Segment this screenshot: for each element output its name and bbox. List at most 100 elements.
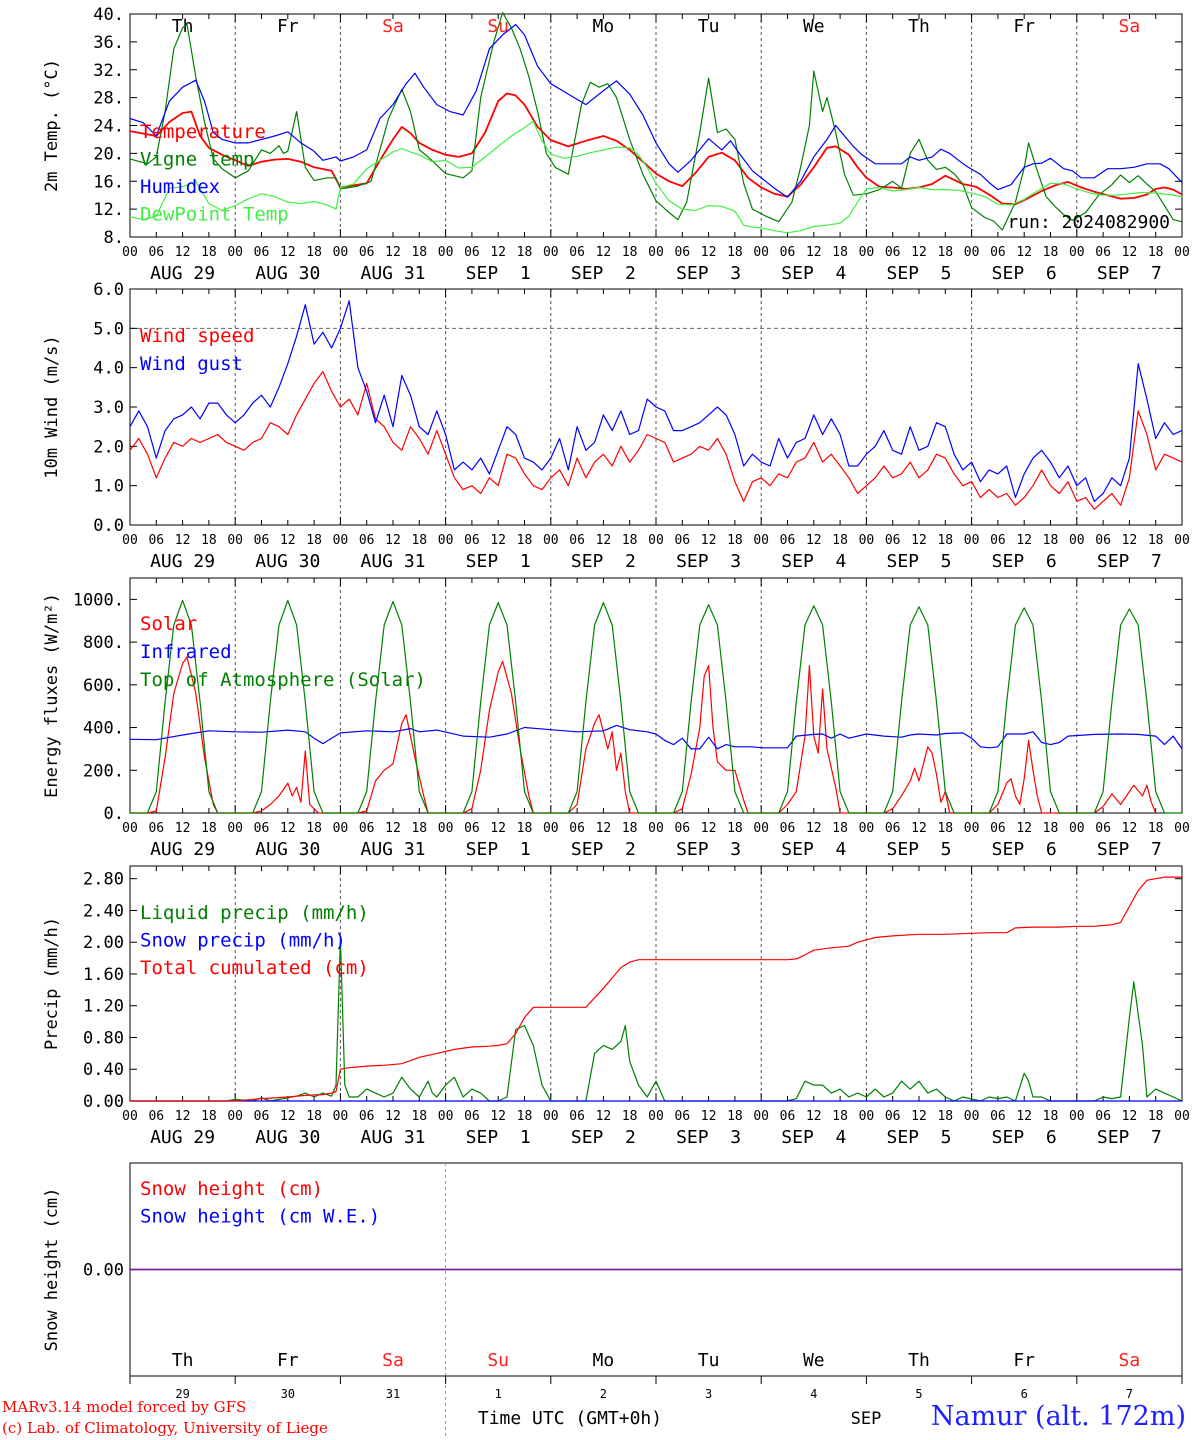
hour-tick-label: 06 xyxy=(780,245,796,260)
series-line-vigne-temp xyxy=(129,12,1183,231)
date-label: SEP 6 xyxy=(992,551,1057,572)
hour-tick-label: 00 xyxy=(438,1109,454,1124)
legend-entry: Infrared xyxy=(140,641,232,663)
weekday-label: Sa xyxy=(1119,16,1141,37)
hour-tick-label: 12 xyxy=(385,533,401,548)
series-line-dewpoint-temp xyxy=(129,120,1183,234)
hour-tick-label: 00 xyxy=(753,1109,769,1124)
hour-tick-label: 12 xyxy=(1122,1109,1138,1124)
hour-tick-label: 12 xyxy=(596,1109,612,1124)
y-tick-label: 2.40 xyxy=(83,901,124,921)
y-tick-label: 2.0 xyxy=(93,437,124,457)
hour-tick-label: 00 xyxy=(859,1109,875,1124)
hour-tick-label: 18 xyxy=(517,821,533,836)
y-tick-label: 0.0 xyxy=(93,516,124,536)
hour-tick-label: 12 xyxy=(806,533,822,548)
hour-tick-label: 18 xyxy=(411,533,427,548)
y-tick-label: 600. xyxy=(83,676,124,696)
legend-entry: Total cumulated (cm) xyxy=(140,957,369,979)
date-label: SEP 6 xyxy=(992,263,1057,284)
hour-tick-label: 06 xyxy=(674,245,690,260)
hour-tick-label: 18 xyxy=(937,245,953,260)
legend-entry: Wind speed xyxy=(140,325,254,347)
series-line-wind-gust xyxy=(129,300,1183,502)
hour-tick-label: 12 xyxy=(701,1109,717,1124)
time-axis-label: Time UTC (GMT+0h) xyxy=(478,1408,662,1429)
hour-tick-label: 18 xyxy=(622,821,638,836)
date-label: SEP 7 xyxy=(1097,839,1162,860)
date-label: SEP 7 xyxy=(1097,551,1162,572)
hour-tick-label: 06 xyxy=(780,1109,796,1124)
date-label: SEP 2 xyxy=(571,839,636,860)
hour-tick-label: 12 xyxy=(280,245,296,260)
hour-tick-label: 06 xyxy=(464,245,480,260)
panel-precipitation: 0.00 0.40 0.80 1.20 1.60 2.00 2.40 2.80 Precip (… xyxy=(42,865,1190,1148)
hour-tick-label: 18 xyxy=(832,1109,848,1124)
hour-tick-label: 00 xyxy=(227,821,243,836)
credit-line-2: (c) Lab. of Climatology, University of L… xyxy=(2,1419,328,1437)
hour-tick-label: 00 xyxy=(1069,533,1085,548)
hour-tick-label: 12 xyxy=(175,245,191,260)
date-label: SEP 5 xyxy=(886,263,951,284)
hour-tick-label: 06 xyxy=(148,821,164,836)
hour-tick-label: 06 xyxy=(674,821,690,836)
y-tick-label: 8. xyxy=(104,228,124,248)
hour-tick-label: 00 xyxy=(122,1109,138,1124)
hour-tick-label: 00 xyxy=(648,1109,664,1124)
hour-tick-label: 00 xyxy=(1069,1109,1085,1124)
y-tick-label: 6.0 xyxy=(93,280,124,300)
hour-tick-label: 00 xyxy=(648,245,664,260)
hour-tick-label: 12 xyxy=(1016,821,1032,836)
hour-tick-label: 06 xyxy=(464,533,480,548)
hour-tick-label: 00 xyxy=(333,1109,349,1124)
hour-tick-label: 06 xyxy=(674,1109,690,1124)
hour-tick-label: 12 xyxy=(385,245,401,260)
y-axis-label: Precip (mm/h) xyxy=(42,917,62,1050)
hour-tick-label: 00 xyxy=(1069,821,1085,836)
y-tick-label: 0.00 xyxy=(83,1092,124,1112)
weekday-label: We xyxy=(803,16,825,37)
weekday-label: Fr xyxy=(277,16,299,37)
hour-tick-label: 00 xyxy=(543,821,559,836)
hour-tick-label: 06 xyxy=(569,821,585,836)
hour-tick-label: 12 xyxy=(1016,1109,1032,1124)
hour-tick-label: 00 xyxy=(648,821,664,836)
y-axis-label: Energy fluxes (W/m²) xyxy=(42,593,62,798)
hour-tick-label: 18 xyxy=(937,533,953,548)
y-axis-label: 10m Wind (m/s) xyxy=(42,335,62,478)
date-label: SEP 3 xyxy=(676,263,741,284)
hour-tick-label: 12 xyxy=(806,1109,822,1124)
hour-tick-label: 06 xyxy=(359,821,375,836)
series-line-temperature xyxy=(129,92,1183,206)
legend-entry: Solar xyxy=(140,613,197,635)
bottom-weekday-label: Th xyxy=(908,1350,930,1371)
bottom-day-number: 4 xyxy=(810,1387,817,1401)
hour-tick-label: 00 xyxy=(122,533,138,548)
hour-tick-label: 12 xyxy=(1122,245,1138,260)
hour-tick-label: 00 xyxy=(122,821,138,836)
bottom-day-number: 6 xyxy=(1021,1387,1028,1401)
hour-tick-label: 18 xyxy=(832,533,848,548)
weekday-label: Th xyxy=(172,16,194,37)
series-line-wind-speed xyxy=(129,371,1183,510)
series-line-total-cumulated-cm- xyxy=(130,876,1182,1102)
hour-tick-label: 06 xyxy=(990,1109,1006,1124)
y-tick-label: 800. xyxy=(83,633,124,653)
y-tick-label: 0. xyxy=(104,804,124,824)
hour-tick-label: 12 xyxy=(175,821,191,836)
y-tick-label: 4.0 xyxy=(93,359,124,379)
bottom-weekday-label: Su xyxy=(487,1350,509,1371)
hour-tick-label: 12 xyxy=(490,245,506,260)
y-tick-label: 20. xyxy=(93,144,124,164)
hour-tick-label: 06 xyxy=(1095,245,1111,260)
hour-tick-label: 12 xyxy=(385,821,401,836)
hour-tick-label: 18 xyxy=(517,1109,533,1124)
date-label: AUG 30 xyxy=(255,839,320,860)
hour-tick-label: 06 xyxy=(569,533,585,548)
date-label: AUG 31 xyxy=(360,263,425,284)
hour-tick-label: 00 xyxy=(753,245,769,260)
date-label: SEP 5 xyxy=(886,839,951,860)
hour-tick-label: 18 xyxy=(201,821,217,836)
bottom-weekday-label: We xyxy=(803,1350,825,1371)
hour-tick-label: 18 xyxy=(1043,821,1059,836)
